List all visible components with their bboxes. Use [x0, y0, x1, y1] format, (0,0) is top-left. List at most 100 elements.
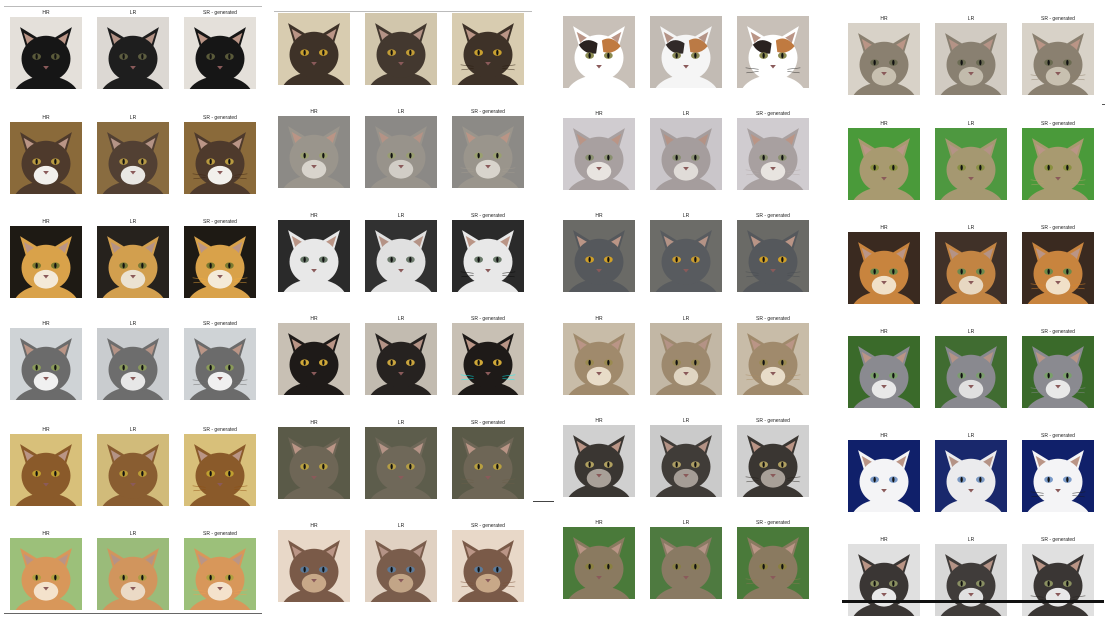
- sr-label: SR - generated: [471, 420, 505, 426]
- cat-photo: [452, 427, 524, 499]
- sr-label: SR - generated: [471, 109, 505, 115]
- cat-photo: [184, 434, 256, 506]
- sr-label: SR - generated: [1041, 433, 1075, 439]
- lr-image: [97, 434, 169, 506]
- cat-photo: [848, 232, 920, 304]
- hr-image: [10, 226, 82, 298]
- cat-photo: [737, 220, 809, 292]
- lr-label: LR: [397, 109, 405, 115]
- sr-image: [184, 538, 256, 610]
- lr-label: LR: [682, 213, 690, 219]
- sr-label: SR - generated: [203, 321, 237, 327]
- image-row: HR LR SR - generated: [268, 213, 528, 313]
- sr-label: SR - generated: [1041, 16, 1075, 22]
- lr-label: LR: [397, 213, 405, 219]
- hr-label: HR: [310, 523, 318, 529]
- hr-image: [563, 323, 635, 395]
- lr-image: [650, 323, 722, 395]
- sr-label: SR - generated: [203, 219, 237, 225]
- cat-photo: [97, 226, 169, 298]
- sr-label: SR - generated: [203, 10, 237, 16]
- sr-image: [452, 427, 524, 499]
- lr-image: [97, 122, 169, 194]
- sr-image: [184, 226, 256, 298]
- hr-label: HR: [595, 316, 603, 322]
- sr-image: [452, 220, 524, 292]
- cat-photo: [452, 323, 524, 395]
- cat-photo: [650, 16, 722, 88]
- hr-image: [848, 23, 920, 95]
- cat-photo: [10, 538, 82, 610]
- panel-1: HR LR SR - generated HR LR SR - generate…: [0, 0, 265, 617]
- cat-photo: [935, 23, 1007, 95]
- sr-label: SR - generated: [756, 520, 790, 526]
- lr-label: LR: [129, 531, 137, 537]
- sr-image: [452, 323, 524, 395]
- hr-image: [10, 538, 82, 610]
- cat-photo: [278, 13, 350, 85]
- hr-image: [563, 118, 635, 190]
- cat-photo: [563, 220, 635, 292]
- image-row: HR LR SR - generated: [553, 316, 813, 416]
- image-row: HR LR SR - generated: [0, 531, 260, 631]
- lr-label: LR: [682, 418, 690, 424]
- hr-image: [848, 128, 920, 200]
- sr-label: SR - generated: [203, 531, 237, 537]
- cat-photo: [97, 328, 169, 400]
- top-rule: [4, 6, 262, 7]
- lr-label: LR: [967, 121, 975, 127]
- lr-label: LR: [967, 537, 975, 543]
- hr-label: HR: [880, 329, 888, 335]
- cat-photo: [365, 116, 437, 188]
- cat-photo: [452, 220, 524, 292]
- image-row: HR LR SR - generated: [0, 115, 260, 215]
- image-row: HR LR SR - generated: [0, 321, 260, 421]
- image-row: HR LR SR - generated: [838, 329, 1098, 429]
- sr-label: SR - generated: [203, 115, 237, 121]
- lr-label: LR: [967, 433, 975, 439]
- cat-photo: [452, 530, 524, 602]
- panel-3: HR LR SR - generated HR LR SR - generate…: [553, 0, 818, 617]
- cat-photo: [563, 323, 635, 395]
- lr-image: [650, 527, 722, 599]
- hr-label: HR: [42, 10, 50, 16]
- hr-label: HR: [42, 219, 50, 225]
- sr-image: [1022, 128, 1094, 200]
- hr-label: HR: [595, 213, 603, 219]
- cat-photo: [935, 128, 1007, 200]
- sr-label: SR - generated: [471, 316, 505, 322]
- hr-image: [278, 427, 350, 499]
- sr-label: SR - generated: [203, 427, 237, 433]
- hr-label: HR: [310, 109, 318, 115]
- hr-label: HR: [880, 16, 888, 22]
- sr-label: SR - generated: [1041, 121, 1075, 127]
- cat-photo: [650, 425, 722, 497]
- sr-label: SR - generated: [756, 418, 790, 424]
- sr-image: [737, 220, 809, 292]
- cat-photo: [563, 118, 635, 190]
- image-row: HR LR SR - generated: [0, 427, 260, 527]
- lr-image: [97, 328, 169, 400]
- lr-image: [935, 128, 1007, 200]
- sr-image: [184, 434, 256, 506]
- hr-image: [563, 425, 635, 497]
- lr-image: [650, 16, 722, 88]
- cat-photo: [935, 232, 1007, 304]
- panel-4: HR LR SR - generated HR LR SR - generate…: [838, 0, 1107, 617]
- lr-image: [365, 427, 437, 499]
- hr-label: HR: [42, 531, 50, 537]
- hr-image: [848, 440, 920, 512]
- cat-photo: [10, 17, 82, 89]
- cat-photo: [563, 16, 635, 88]
- hr-image: [278, 530, 350, 602]
- image-row: HR LR SR - generated: [553, 418, 813, 518]
- cat-photo: [563, 527, 635, 599]
- cat-photo: [97, 17, 169, 89]
- image-row: HR LR SR - generated: [838, 225, 1098, 325]
- cat-photo: [650, 220, 722, 292]
- sr-image: [1022, 336, 1094, 408]
- cat-photo: [650, 323, 722, 395]
- lr-image: [935, 336, 1007, 408]
- hr-label: HR: [310, 213, 318, 219]
- sr-label: SR - generated: [756, 111, 790, 117]
